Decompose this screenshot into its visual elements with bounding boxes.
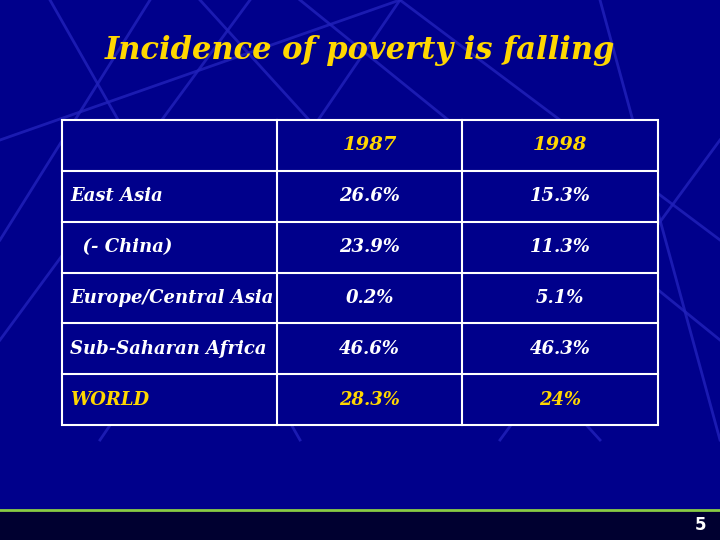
Bar — [0, 510, 720, 540]
Text: Europe/Central Asia: Europe/Central Asia — [70, 289, 274, 307]
Text: 26.6%: 26.6% — [339, 187, 400, 205]
Bar — [62, 120, 658, 425]
Text: 46.3%: 46.3% — [530, 340, 590, 358]
Text: Sub-Saharan Africa: Sub-Saharan Africa — [70, 340, 266, 358]
Text: 23.9%: 23.9% — [339, 238, 400, 256]
Text: East Asia: East Asia — [70, 187, 163, 205]
Text: 15.3%: 15.3% — [530, 187, 590, 205]
Text: Incidence of poverty is falling: Incidence of poverty is falling — [105, 35, 615, 65]
Text: 1998: 1998 — [533, 137, 588, 154]
Text: 5.1%: 5.1% — [536, 289, 584, 307]
Text: 28.3%: 28.3% — [339, 390, 400, 409]
Text: 46.6%: 46.6% — [339, 340, 400, 358]
Text: 24%: 24% — [539, 390, 581, 409]
Text: 11.3%: 11.3% — [530, 238, 590, 256]
Text: 5: 5 — [694, 516, 706, 534]
Text: WORLD: WORLD — [70, 390, 149, 409]
Text: 0.2%: 0.2% — [346, 289, 394, 307]
Text: (- China): (- China) — [70, 238, 172, 256]
Text: 1987: 1987 — [342, 137, 397, 154]
